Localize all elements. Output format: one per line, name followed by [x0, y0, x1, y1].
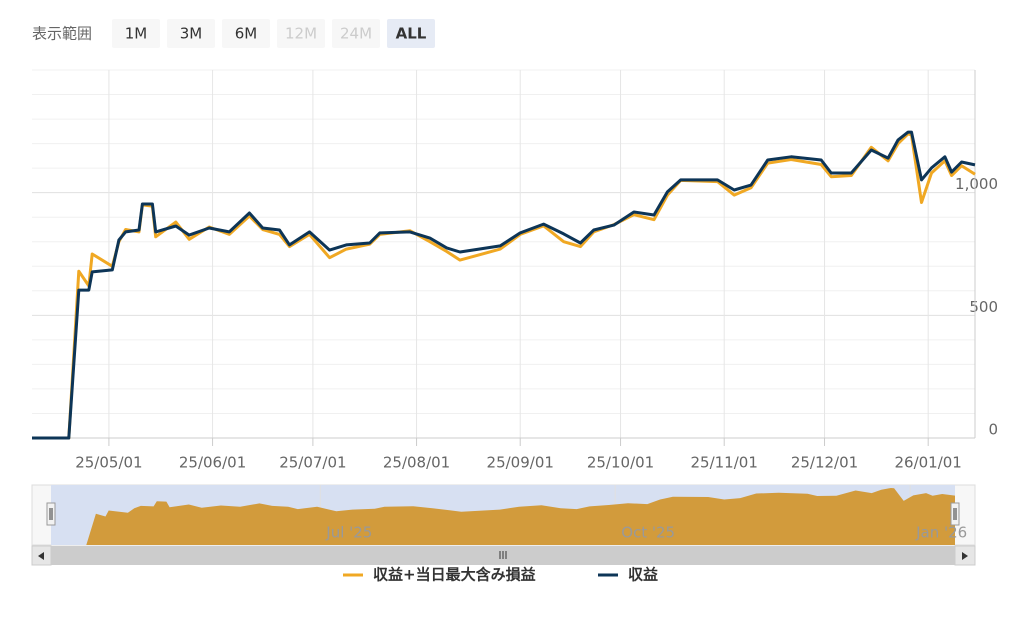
- range-button[interactable]: 1M: [112, 19, 160, 48]
- range-button[interactable]: ALL: [387, 19, 435, 48]
- navigator-tick-label: Oct '25: [621, 524, 675, 542]
- x-tick-label: 25/10/01: [587, 454, 654, 472]
- range-button: 12M: [277, 19, 325, 48]
- range-button-label: 12M: [285, 25, 317, 43]
- navigator-handle[interactable]: [46, 502, 56, 526]
- navigator-tick-label: Jul '25: [325, 524, 372, 542]
- scroll-right-arrow: [962, 552, 968, 560]
- navigator-handle[interactable]: [950, 502, 960, 526]
- navigator-handle-body: [46, 502, 56, 526]
- range-label: 表示範囲: [32, 25, 92, 43]
- range-button-bg: [277, 19, 325, 48]
- range-button-label: 6M: [235, 25, 258, 43]
- navigator-handle-body: [950, 502, 960, 526]
- scroll-left-arrow: [38, 552, 44, 560]
- legend: 収益+当日最大含み損益 収益: [343, 566, 658, 584]
- x-tick-label: 25/11/01: [691, 454, 758, 472]
- series-line: [32, 130, 976, 440]
- range-button-bg: [387, 19, 435, 48]
- range-button-label: 24M: [340, 25, 372, 43]
- x-tick-label: 25/07/01: [279, 454, 346, 472]
- range-button-bg: [222, 19, 270, 48]
- legend-item[interactable]: 収益: [598, 566, 658, 584]
- legend-label: 収益: [628, 566, 658, 584]
- legend-item[interactable]: 収益+当日最大含み損益: [343, 566, 536, 584]
- y-tick-label: 1,000: [955, 175, 998, 193]
- range-button-bg: [332, 19, 380, 48]
- range-button-bg: [167, 19, 215, 48]
- x-tick-label: 25/09/01: [487, 454, 554, 472]
- x-tick-label: 26/01/01: [894, 454, 961, 472]
- range-button-bg: [112, 19, 160, 48]
- range-button[interactable]: 6M: [222, 19, 270, 48]
- range-button-label: 3M: [180, 25, 203, 43]
- range-button-label: ALL: [396, 25, 427, 43]
- x-tick-label: 25/06/01: [179, 454, 246, 472]
- range-button: 24M: [332, 19, 380, 48]
- scrollbar-grip: [499, 551, 507, 559]
- y-tick-label: 0: [988, 421, 998, 439]
- navigator-tick-label: Jan '26: [915, 524, 967, 542]
- range-button[interactable]: 3M: [167, 19, 215, 48]
- x-tick-label: 25/05/01: [75, 454, 142, 472]
- y-tick-label: 500: [969, 298, 998, 316]
- legend-label: 収益+当日最大含み損益: [373, 566, 536, 584]
- navigator-area: [51, 488, 955, 545]
- x-tick-label: 25/12/01: [791, 454, 858, 472]
- range-button-label: 1M: [125, 25, 148, 43]
- series-line: [32, 132, 976, 440]
- x-tick-label: 25/08/01: [383, 454, 450, 472]
